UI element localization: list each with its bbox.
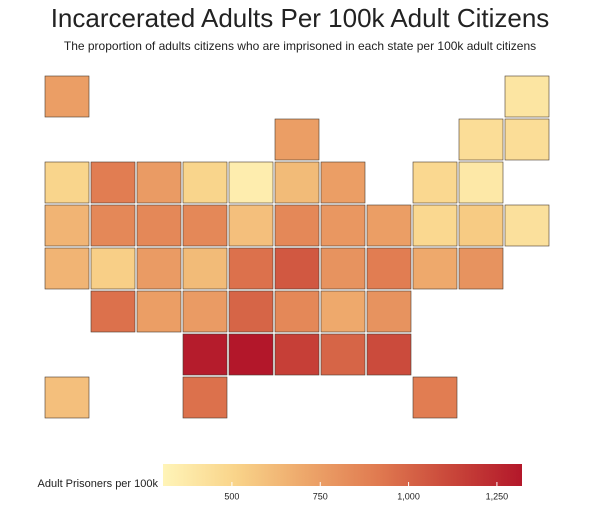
state	[412, 161, 458, 204]
state	[366, 204, 412, 247]
state	[458, 161, 504, 204]
state	[320, 290, 366, 333]
state	[182, 247, 228, 290]
state	[320, 204, 366, 247]
state	[274, 118, 320, 161]
state	[228, 247, 274, 290]
state	[182, 290, 228, 333]
legend-title: Adult Prisoners per 100k	[38, 478, 159, 490]
state	[44, 376, 90, 419]
state	[458, 204, 504, 247]
state	[412, 376, 458, 419]
color-bar-tick-label: 1,000	[397, 491, 420, 501]
state	[182, 333, 228, 376]
state	[228, 290, 274, 333]
state	[366, 333, 412, 376]
state	[90, 161, 136, 204]
state	[44, 247, 90, 290]
state	[412, 247, 458, 290]
state	[182, 376, 228, 419]
color-bar-tick-label: 500	[224, 491, 239, 501]
state	[90, 247, 136, 290]
state	[182, 161, 228, 204]
state	[504, 75, 550, 118]
state	[320, 161, 366, 204]
state	[274, 333, 320, 376]
state	[136, 204, 182, 247]
state	[274, 290, 320, 333]
state	[90, 204, 136, 247]
state	[274, 161, 320, 204]
state	[136, 290, 182, 333]
state	[366, 290, 412, 333]
state	[228, 161, 274, 204]
state	[320, 333, 366, 376]
state	[274, 204, 320, 247]
state	[274, 247, 320, 290]
state	[228, 204, 274, 247]
color-bar-tick-label: 1,250	[486, 491, 509, 501]
chart-subtitle: The proportion of adults citizens who ar…	[64, 39, 536, 53]
state	[228, 333, 274, 376]
state	[44, 75, 90, 118]
state	[412, 204, 458, 247]
state	[458, 118, 504, 161]
state	[366, 247, 412, 290]
state	[320, 247, 366, 290]
color-bar	[163, 464, 522, 486]
color-bar-tick-label: 750	[313, 491, 328, 501]
state	[90, 290, 136, 333]
state	[182, 204, 228, 247]
state	[136, 247, 182, 290]
state	[44, 161, 90, 204]
state	[504, 118, 550, 161]
state	[136, 161, 182, 204]
state	[504, 204, 550, 247]
state	[44, 204, 90, 247]
state	[458, 247, 504, 290]
chart-title: Incarcerated Adults Per 100k Adult Citiz…	[51, 3, 550, 33]
